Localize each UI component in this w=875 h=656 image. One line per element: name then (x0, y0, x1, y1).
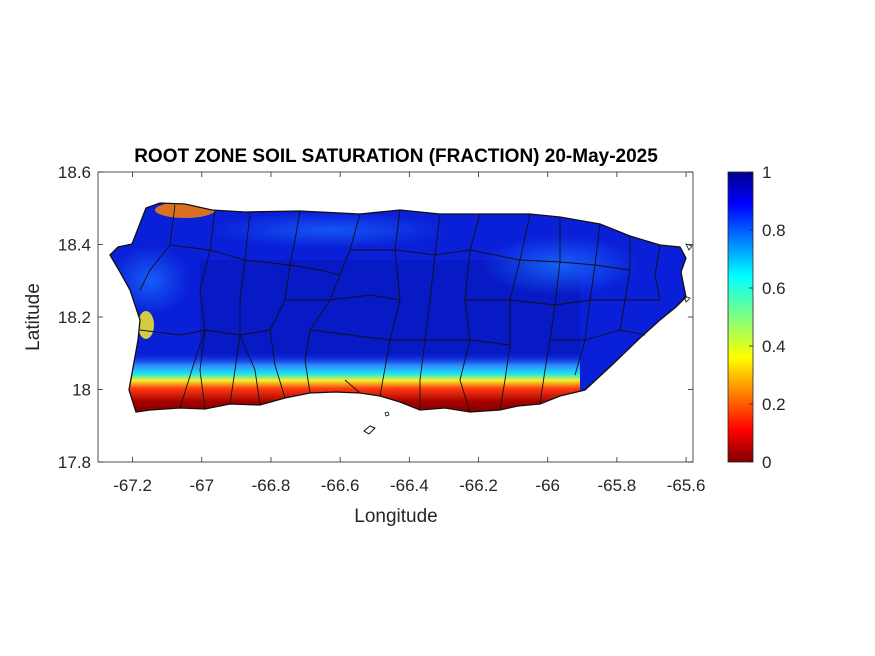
colorbar-tick-label: 0.6 (762, 279, 786, 298)
x-axis: -67.2 -67 -66.8 -66.6 -66.4 -66.2 -66 -65.8 -65.… (113, 172, 705, 495)
colorbar-tick-label: 0.8 (762, 221, 786, 240)
east-cay (683, 295, 691, 303)
colorbar-ticks: 0 0.2 0.4 0.6 0.8 1 (749, 163, 786, 472)
colorbar-tick-label: 0 (762, 453, 771, 472)
x-tick-label: -65.8 (598, 476, 637, 495)
chart-title: ROOT ZONE SOIL SATURATION (FRACTION) 20-… (134, 146, 658, 167)
saturation-field-south-coast (110, 250, 580, 412)
culebra-fragment (685, 243, 693, 251)
y-axis-label: Latitude (23, 283, 44, 351)
saturation-field-north-coast (210, 212, 450, 248)
x-axis-label: Longitude (354, 506, 437, 527)
x-tick-label: -66.2 (459, 476, 498, 495)
caja-de-muertos-island (363, 425, 376, 435)
x-tick-label: -67 (189, 476, 214, 495)
colorbar (727, 171, 754, 463)
y-tick-label: 18.6 (58, 163, 91, 182)
colorbar-tick-label: 0.2 (762, 395, 786, 414)
x-tick-label: -66 (535, 476, 560, 495)
colorbar-tick-label: 0.4 (762, 337, 786, 356)
x-tick-label: -66.8 (252, 476, 291, 495)
y-tick-label: 17.8 (58, 453, 91, 472)
y-axis: 17.8 18 18.2 18.4 18.6 (58, 163, 693, 472)
x-tick-label: -66.6 (321, 476, 360, 495)
saturation-field-west-coast-dry (138, 311, 154, 339)
y-tick-label: 18 (72, 381, 91, 400)
x-tick-label: -66.4 (390, 476, 429, 495)
coastal-cay (384, 411, 390, 417)
y-tick-label: 18.4 (58, 236, 91, 255)
colorbar-tick-label: 1 (762, 163, 771, 182)
x-tick-label: -67.2 (113, 476, 152, 495)
y-tick-label: 18.2 (58, 308, 91, 327)
island-outline (109, 202, 687, 413)
municipality-borders (139, 204, 661, 413)
x-tick-label: -65.6 (667, 476, 706, 495)
island-map (110, 203, 686, 412)
